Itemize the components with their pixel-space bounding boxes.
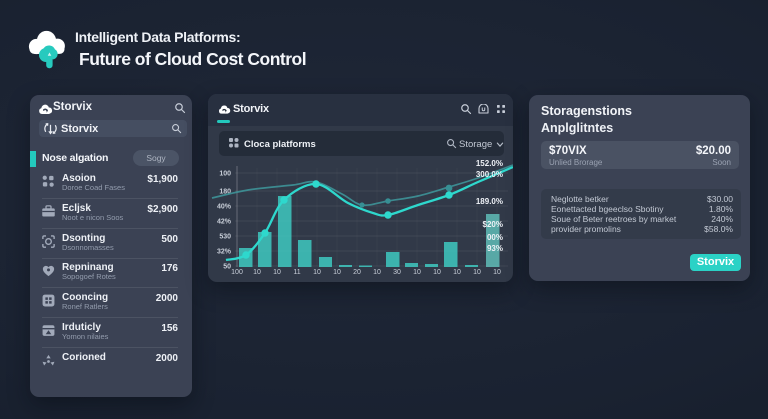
svg-text:$20%: $20%	[483, 220, 503, 229]
svg-text:10: 10	[273, 269, 281, 276]
svg-text:20: 20	[353, 269, 361, 276]
svg-text:42%: 42%	[217, 219, 232, 226]
svg-text:180: 180	[219, 189, 231, 196]
svg-text:00%: 00%	[487, 233, 503, 242]
svg-text:300.0%: 300.0%	[476, 170, 503, 179]
svg-text:530: 530	[219, 234, 231, 241]
svg-text:40%: 40%	[217, 204, 232, 211]
svg-text:93%: 93%	[487, 244, 503, 253]
svg-text:10: 10	[313, 269, 321, 276]
svg-text:100: 100	[231, 269, 243, 276]
svg-text:189.0%: 189.0%	[476, 197, 503, 206]
svg-text:30: 30	[393, 269, 401, 276]
svg-text:10: 10	[333, 269, 341, 276]
svg-text:10: 10	[453, 269, 461, 276]
svg-text:10: 10	[473, 269, 481, 276]
svg-text:10: 10	[433, 269, 441, 276]
svg-text:32%: 32%	[217, 249, 232, 256]
svg-text:10: 10	[413, 269, 421, 276]
svg-text:10: 10	[493, 269, 501, 276]
svg-text:10: 10	[253, 269, 261, 276]
svg-text:11: 11	[293, 269, 300, 276]
svg-text:50: 50	[223, 264, 231, 271]
svg-text:10: 10	[373, 269, 381, 276]
svg-text:100: 100	[219, 171, 231, 178]
svg-text:152.0%: 152.0%	[476, 159, 503, 168]
